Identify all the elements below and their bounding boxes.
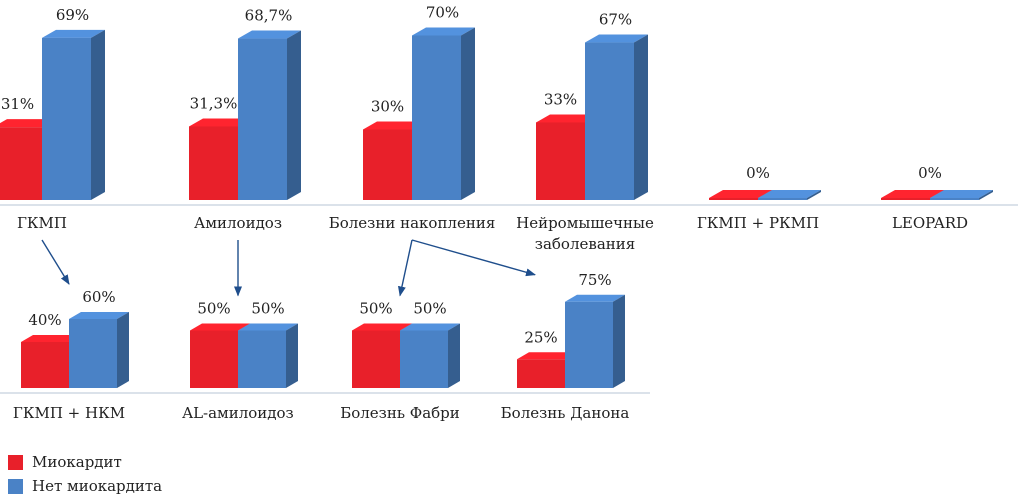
bar-red-front [517,359,565,388]
bar-red-front [709,198,758,200]
bar-blue-side [287,30,301,201]
bar-red-top [190,323,250,331]
category-label: ГКМП + РКМП [697,214,819,232]
legend-label-no-myocarditis: Нет миокардита [32,477,163,495]
legend-swatch-blue [8,478,23,494]
bar-red-front [190,330,238,388]
bar-blue-side [807,190,821,200]
bar-blue-front [758,198,807,200]
data-label-red: 50% [359,300,392,318]
bar-red-front [352,330,400,388]
bar-red-top [536,114,599,123]
bar-blue-front [42,37,91,200]
bar-red-top [352,323,412,331]
data-label-red: 30% [371,98,404,116]
data-label-blue: 68,7% [245,7,293,25]
bar-blue-side [461,27,475,200]
data-label-blue: 60% [82,288,115,306]
bar-blue [565,294,625,388]
bar-blue-top [400,323,460,331]
data-label-red: 31,3% [190,94,238,112]
data-label-blue: 67% [599,11,632,29]
bar-blue-front [400,330,448,388]
bar-blue [69,312,129,388]
legend-item-no-myocarditis: Нет миокардита [8,474,162,498]
data-label-blue: 75% [578,271,611,289]
bar-blue-side [448,323,460,388]
bar-red-front [881,198,930,200]
arrow-link [411,239,536,277]
legend-swatch-red [8,454,23,470]
data-label-red: 25% [524,328,557,346]
bar-blue [238,30,301,201]
bar-blue-top [930,190,993,198]
category-label: Болезнь Данона [501,404,630,422]
bar-blue-top [412,27,475,36]
bar-blue [758,190,821,200]
bar-blue [42,29,105,200]
bar-blue [930,190,993,200]
bar-blue-side [286,323,298,388]
bar-blue-side [979,190,993,200]
data-label-blue: 50% [413,300,446,318]
data-label-blue: 69% [56,6,89,24]
category-label: LEOPARD [892,214,968,232]
bar-blue-front [565,301,613,388]
bar-blue-top [565,294,625,302]
arrow-link [41,239,70,285]
arrow-link [397,239,413,297]
data-label: 0% [746,164,770,182]
bar-red-front [0,127,42,200]
legend: Миокардит Нет миокардита [8,450,162,498]
bar-blue-top [238,30,301,39]
legend-label-myocarditis: Миокардит [32,453,122,471]
bar-blue-front [930,198,979,200]
bar-red-front [21,342,69,388]
bar-blue-side [634,34,648,200]
bar-red-top [21,335,81,342]
bar-blue-top [238,323,298,331]
data-label-red: 40% [28,311,61,329]
category-label: Болезни накопления [329,214,496,232]
bar-blue-front [585,42,634,200]
data-label-red: 50% [197,300,230,318]
bar-red-front [536,122,585,200]
legend-item-myocarditis: Миокардит [8,450,162,474]
bar-blue-top [42,29,105,38]
bar-blue-top [69,312,129,319]
data-label-red: 31% [1,95,34,113]
bar-red-top [709,190,772,198]
category-label: AL-амилоидоз [181,404,293,422]
data-label: 0% [918,164,942,182]
bar-blue-side [117,312,129,388]
bar-red-top [881,190,944,198]
bar-red-top [363,121,426,130]
category-label: Амилоидоз [194,214,282,232]
category-label: Болезнь Фабри [340,404,460,422]
bar-blue [400,323,460,388]
category-label: заболевания [535,235,635,253]
category-label: ГКМП [17,214,67,232]
bar-blue-side [613,294,625,388]
bar-blue [585,34,648,200]
bar-blue-side [91,29,105,200]
bar-blue-front [69,319,117,388]
bar-blue-top [758,190,821,198]
bar-blue-top [585,34,648,43]
bar-red-top [517,352,577,360]
bar-blue [238,323,298,388]
bar-blue [412,27,475,200]
data-label-blue: 50% [251,300,284,318]
bar-red-front [363,129,412,200]
category-label: ГКМП + НКМ [13,404,125,422]
bar-red-top [189,118,252,127]
bar-blue-front [238,38,287,201]
bar-blue-front [238,330,286,388]
bar-blue-front [412,35,461,200]
data-label-red: 33% [544,90,577,108]
category-label: Нейромышечные [516,214,654,232]
bar-red-front [189,126,238,200]
data-label-blue: 70% [426,4,459,22]
